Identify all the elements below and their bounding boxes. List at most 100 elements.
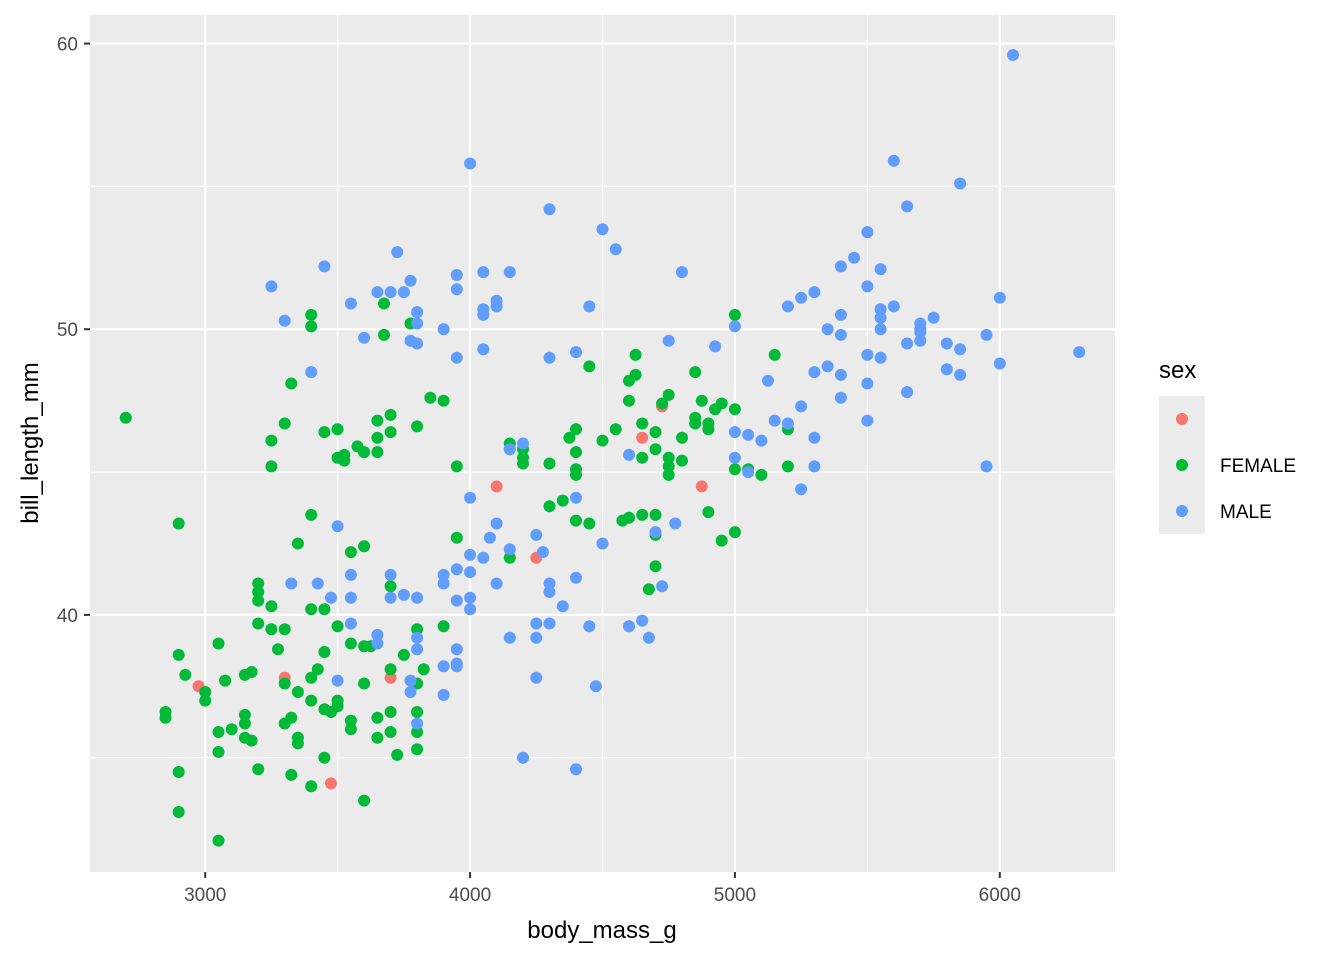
point-male bbox=[914, 317, 927, 330]
point-male bbox=[543, 617, 556, 630]
point-male bbox=[530, 671, 543, 684]
point-male bbox=[1007, 49, 1019, 61]
point-male bbox=[411, 317, 424, 330]
point-male bbox=[980, 460, 993, 473]
point-female bbox=[676, 454, 688, 467]
point-female bbox=[642, 583, 655, 596]
point-female bbox=[450, 531, 463, 544]
point-female bbox=[305, 671, 318, 684]
point-male bbox=[384, 286, 397, 299]
point-female bbox=[384, 663, 397, 676]
point-female bbox=[596, 434, 609, 447]
point-male bbox=[709, 340, 722, 353]
point-male bbox=[464, 591, 477, 604]
point-female bbox=[629, 348, 642, 361]
point-na bbox=[384, 671, 397, 684]
point-male bbox=[808, 286, 821, 299]
point-male bbox=[503, 443, 516, 456]
point-male bbox=[450, 351, 463, 364]
point-male bbox=[901, 386, 914, 399]
point-male bbox=[821, 323, 834, 336]
y-axis-title: bill_length_mm bbox=[17, 362, 44, 523]
point-male bbox=[536, 546, 549, 559]
point-female bbox=[219, 674, 232, 687]
point-male bbox=[397, 286, 410, 299]
point-female bbox=[371, 446, 384, 459]
point-female bbox=[225, 723, 238, 736]
point-female bbox=[583, 360, 596, 373]
point-male bbox=[669, 517, 682, 530]
point-male bbox=[344, 617, 357, 630]
point-female bbox=[358, 794, 371, 807]
point-female bbox=[662, 451, 675, 464]
point-female bbox=[563, 431, 576, 444]
point-female bbox=[424, 391, 437, 404]
x-axis-title: body_mass_g bbox=[527, 917, 676, 944]
point-male bbox=[901, 200, 914, 213]
point-female bbox=[570, 446, 582, 459]
point-male bbox=[887, 300, 900, 313]
point-male bbox=[887, 154, 900, 167]
point-male bbox=[265, 280, 278, 293]
minor-gridlines bbox=[90, 15, 1115, 872]
point-male bbox=[404, 274, 417, 287]
point-male bbox=[583, 300, 596, 313]
point-male bbox=[490, 294, 503, 307]
point-female bbox=[411, 623, 424, 636]
y-tick-label: 60 bbox=[57, 35, 78, 56]
legend-key-point bbox=[1176, 459, 1188, 471]
point-female bbox=[285, 711, 298, 724]
point-female bbox=[305, 320, 318, 333]
point-na bbox=[325, 777, 337, 790]
point-male bbox=[728, 451, 741, 464]
point-female bbox=[252, 617, 265, 630]
point-male bbox=[517, 437, 529, 450]
point-female bbox=[689, 411, 702, 424]
point-female bbox=[318, 426, 331, 439]
point-female bbox=[358, 446, 371, 459]
point-male bbox=[358, 331, 371, 344]
point-male bbox=[940, 363, 953, 376]
point-female bbox=[728, 526, 741, 539]
point-male bbox=[676, 266, 688, 279]
point-female bbox=[768, 348, 781, 361]
point-male bbox=[450, 594, 463, 607]
point-female bbox=[305, 508, 318, 521]
point-male bbox=[477, 551, 490, 564]
point-male bbox=[503, 631, 516, 644]
point-female bbox=[437, 620, 450, 633]
point-female bbox=[450, 460, 463, 473]
point-male bbox=[596, 223, 609, 236]
point-male bbox=[728, 320, 741, 333]
point-female bbox=[252, 763, 265, 776]
point-female bbox=[212, 834, 225, 847]
point-male bbox=[543, 351, 556, 364]
point-male bbox=[954, 177, 967, 190]
point-na bbox=[490, 480, 503, 493]
point-male bbox=[464, 491, 477, 504]
point-male bbox=[834, 391, 847, 404]
point-na bbox=[636, 431, 649, 444]
point-male bbox=[450, 643, 463, 656]
legend-title: sex bbox=[1159, 357, 1196, 384]
point-male bbox=[742, 428, 755, 441]
point-female bbox=[358, 540, 371, 553]
point-female bbox=[199, 686, 212, 698]
point-female bbox=[265, 623, 278, 636]
point-male bbox=[927, 311, 940, 324]
point-female bbox=[676, 431, 688, 444]
point-male bbox=[450, 283, 463, 296]
point-male bbox=[795, 483, 808, 496]
point-male bbox=[874, 263, 887, 276]
point-male bbox=[503, 543, 516, 556]
point-male bbox=[808, 460, 821, 473]
point-female bbox=[649, 426, 662, 439]
point-female bbox=[623, 511, 635, 524]
point-male bbox=[437, 688, 450, 701]
point-female bbox=[318, 646, 331, 658]
point-male bbox=[477, 266, 490, 279]
point-female bbox=[305, 603, 318, 616]
point-female bbox=[238, 717, 251, 730]
point-male bbox=[371, 628, 384, 641]
